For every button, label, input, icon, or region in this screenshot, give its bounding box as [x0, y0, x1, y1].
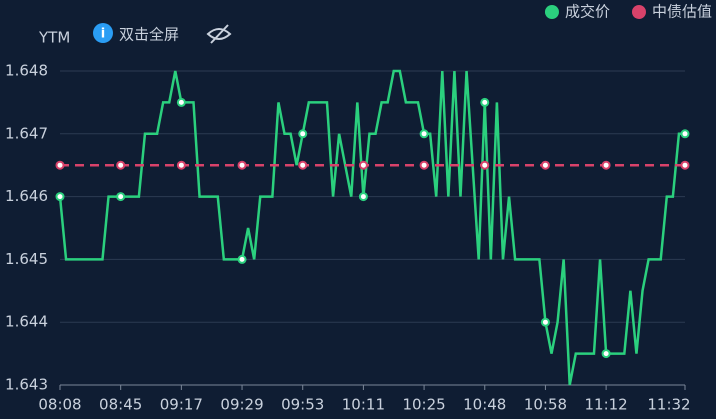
data-point — [237, 254, 247, 264]
y-axis-label: YTM — [38, 29, 70, 47]
x-tick-label: 11:12 — [584, 396, 627, 414]
data-point — [358, 192, 368, 202]
data-point — [55, 192, 65, 202]
data-point — [419, 160, 429, 170]
x-tick-label: 09:17 — [160, 396, 203, 414]
data-point — [540, 160, 550, 170]
x-tick-label: 10:25 — [402, 396, 445, 414]
x-tick-label: 10:48 — [463, 396, 506, 414]
x-tick-label: 08:45 — [99, 396, 142, 414]
data-point — [55, 160, 65, 170]
x-tick-label: 10:58 — [524, 396, 567, 414]
data-point — [298, 160, 308, 170]
x-tick-label: 10:11 — [342, 396, 385, 414]
legend-marker — [631, 5, 646, 19]
info-glyph: i — [101, 27, 105, 42]
legend-marker — [544, 5, 559, 19]
data-point — [298, 129, 308, 139]
data-point — [358, 160, 368, 170]
data-point — [601, 160, 611, 170]
y-tick-label: 1.648 — [5, 62, 48, 80]
data-point — [601, 349, 611, 359]
eye-slash — [210, 24, 229, 44]
y-tick-label: 1.645 — [5, 250, 48, 268]
x-tick-label: 09:53 — [281, 396, 324, 414]
data-point — [540, 317, 550, 327]
y-tick-label: 1.643 — [5, 376, 48, 394]
info-icon — [93, 23, 113, 43]
legend-label: 成交价 — [565, 3, 610, 21]
data-point — [480, 97, 490, 107]
data-point — [480, 160, 490, 170]
x-tick-label: 11:32 — [647, 396, 690, 414]
data-point — [176, 160, 186, 170]
x-tick-label: 09:29 — [220, 396, 263, 414]
y-tick-label: 1.647 — [5, 124, 48, 142]
series-line — [58, 69, 685, 386]
data-point — [680, 160, 690, 170]
legend-label: 中债估值 — [652, 3, 712, 21]
button-label: 双击全屏 — [119, 26, 179, 44]
fullscreen-button[interactable]: i 双击全屏 — [93, 23, 179, 44]
data-point — [680, 129, 690, 139]
data-point — [116, 192, 126, 202]
data-point — [116, 160, 126, 170]
data-point — [419, 129, 429, 139]
x-tick-label: 08:08 — [38, 396, 81, 414]
data-point — [237, 160, 247, 170]
y-tick-label: 1.646 — [5, 187, 48, 205]
data-point — [176, 97, 186, 107]
eye-icon[interactable] — [206, 24, 232, 44]
y-tick-label: 1.644 — [5, 313, 48, 331]
